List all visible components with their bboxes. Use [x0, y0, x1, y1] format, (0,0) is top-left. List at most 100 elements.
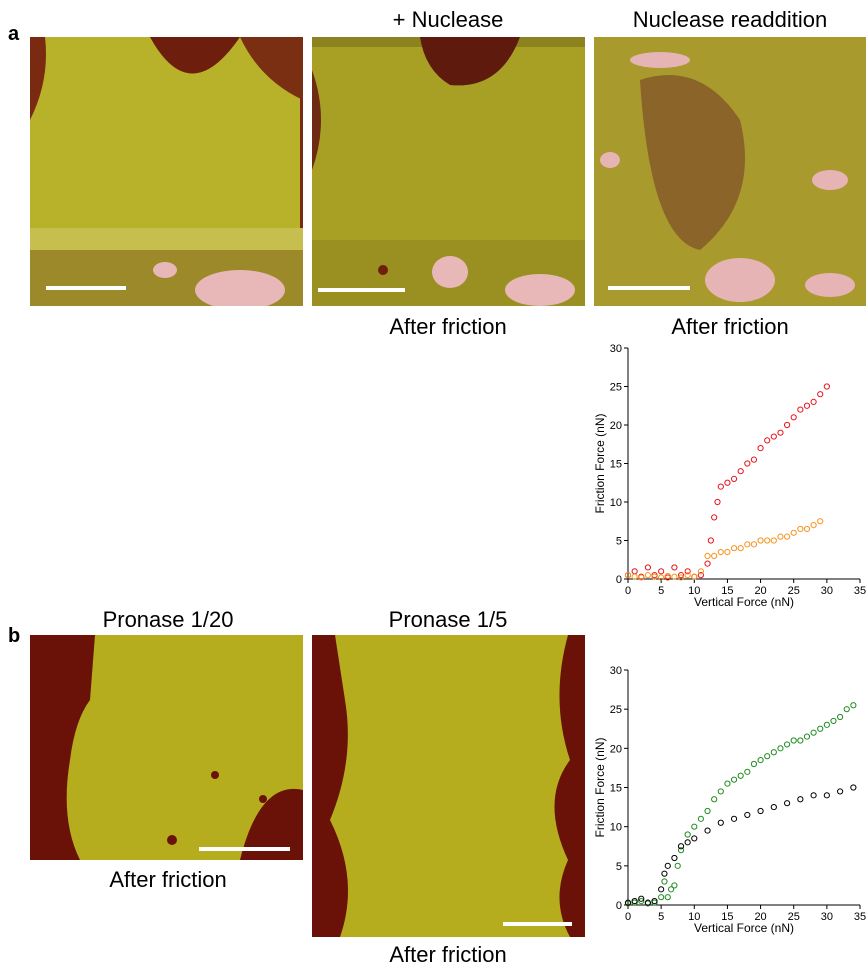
data-point [830, 717, 837, 725]
x-tick-label: 10 [688, 585, 700, 597]
data-point [651, 573, 658, 580]
data-point [658, 894, 665, 901]
data-point [777, 533, 784, 540]
x-tick-label: 20 [754, 911, 766, 923]
y-tick-label: 10 [610, 822, 622, 834]
panel-label: a [8, 23, 20, 45]
data-point [671, 573, 678, 580]
data-point [757, 537, 764, 544]
data-point [730, 815, 738, 822]
y-axis-label: Friction Force (nN) [593, 413, 607, 513]
x-tick-label: 25 [788, 585, 800, 597]
data-point [691, 823, 698, 830]
data-point [677, 572, 685, 579]
data-point [674, 862, 681, 869]
data-point [697, 572, 705, 579]
x-tick-label: 0 [625, 585, 631, 597]
y-tick-label: 30 [610, 343, 622, 355]
data-point [817, 391, 824, 398]
y-tick-label: 0 [616, 900, 622, 912]
data-point [750, 760, 758, 768]
image-caption: After friction [109, 867, 226, 892]
data-point [783, 533, 791, 540]
data-point [624, 899, 632, 906]
data-point [697, 815, 705, 822]
data-point [661, 870, 668, 877]
data-point [638, 897, 645, 905]
data-point [717, 483, 724, 490]
data-point [658, 568, 665, 575]
image-title: + Nuclease [393, 7, 504, 32]
data-point [823, 792, 830, 799]
data-point [624, 572, 632, 579]
data-point [850, 784, 857, 791]
x-tick-label: 25 [788, 911, 800, 923]
data-point [684, 839, 691, 846]
data-point [704, 560, 711, 567]
x-tick-label: 10 [688, 911, 700, 923]
data-point [797, 525, 804, 533]
y-tick-label: 5 [616, 536, 622, 548]
data-point [677, 574, 685, 581]
data-point [764, 437, 771, 444]
data-point [783, 800, 791, 807]
x-axis-label: Vertical Force (nN) [694, 595, 794, 609]
data-point [704, 827, 711, 834]
data-point [744, 541, 751, 548]
x-tick-label: 0 [625, 911, 631, 923]
data-point [843, 706, 850, 713]
image-caption: After friction [389, 314, 506, 339]
data-point [671, 854, 678, 862]
x-tick-label: 20 [754, 585, 766, 597]
data-point [757, 445, 764, 452]
data-point [677, 847, 685, 854]
data-point [644, 564, 651, 571]
data-point [724, 780, 731, 787]
data-point [638, 895, 645, 902]
data-point [691, 835, 698, 842]
y-tick-label: 5 [616, 861, 622, 873]
data-point [777, 429, 784, 436]
data-point [644, 572, 651, 579]
data-point [677, 843, 685, 850]
y-axis-label: Friction Force (nN) [593, 737, 607, 837]
x-tick-label: 35 [854, 585, 866, 597]
data-point [750, 541, 758, 548]
data-point [631, 573, 638, 580]
data-point [724, 479, 731, 486]
data-point [714, 498, 721, 506]
data-point [631, 897, 638, 905]
data-point [783, 741, 791, 748]
afm-image [30, 635, 303, 860]
data-point [823, 721, 830, 728]
image-title: Pronase 1/5 [389, 607, 508, 632]
y-tick-label: 30 [610, 665, 622, 677]
image-caption: After friction [671, 314, 788, 339]
data-point [764, 753, 771, 760]
data-point [684, 572, 691, 579]
data-point [664, 572, 671, 580]
data-point [783, 421, 791, 429]
data-point [644, 899, 651, 906]
data-point [658, 574, 665, 581]
y-tick-label: 20 [610, 743, 622, 755]
data-point [704, 552, 711, 560]
x-tick-label: 15 [721, 911, 733, 923]
data-point [803, 733, 811, 740]
x-tick-label: 30 [821, 585, 833, 597]
afm-image [30, 37, 303, 306]
afm-image [594, 37, 866, 306]
data-point [797, 406, 804, 413]
y-tick-label: 25 [610, 382, 622, 394]
image-caption: After friction [389, 942, 506, 967]
y-tick-label: 15 [610, 459, 622, 471]
data-point [717, 788, 724, 795]
data-point [711, 552, 718, 560]
data-point [777, 745, 784, 752]
data-point [803, 402, 811, 409]
data-point [737, 772, 744, 779]
x-tick-label: 15 [721, 585, 733, 597]
panel-label: b [8, 625, 20, 647]
y-tick-label: 25 [610, 704, 622, 716]
